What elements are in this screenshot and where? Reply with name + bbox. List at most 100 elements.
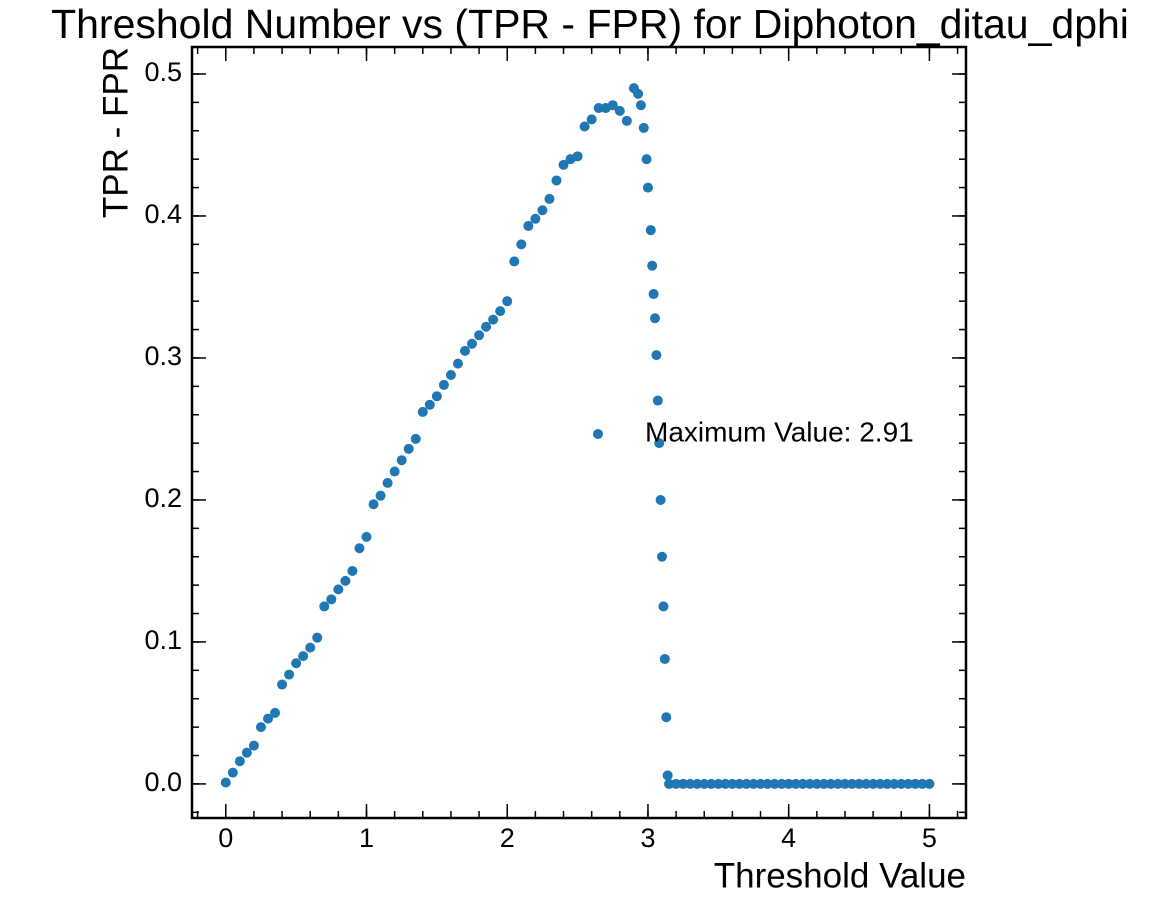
point [445,369,456,380]
point [579,121,590,132]
point [882,778,893,789]
point [481,321,492,332]
point [460,345,471,356]
x-tick-label: 1 [359,823,374,853]
point [368,499,379,510]
point [685,778,696,789]
point [621,115,632,126]
point [298,651,309,662]
point [572,151,583,162]
point [896,778,907,789]
x-axis-label: Threshold Value [714,856,966,895]
point [467,338,478,349]
point [347,565,358,576]
point [375,490,386,501]
point [734,778,745,789]
x-tick-label: 4 [781,823,796,853]
point [642,182,653,193]
y-tick-label: 0.5 [144,57,182,87]
y-tick-label: 0.0 [144,767,182,797]
point [924,778,935,789]
point [658,601,669,612]
y-tick-label: 0.1 [144,625,182,655]
point [438,379,449,390]
point [633,88,644,99]
y-tick-label: 0.2 [144,483,182,513]
point [382,477,393,488]
y-axis-label: TPR - FPR [96,47,135,218]
point [875,778,886,789]
point [417,406,428,417]
point [910,778,921,789]
point [255,722,266,733]
point [333,584,344,595]
point [319,601,330,612]
point [651,350,662,361]
point [312,632,323,643]
point [699,778,710,789]
point [713,778,724,789]
point [551,175,562,186]
point [396,455,407,466]
point [868,778,879,789]
point [607,100,618,111]
point [648,289,659,300]
point [248,740,259,751]
point [340,575,351,586]
y-tick-label: 0.3 [144,341,182,371]
point [488,314,499,325]
x-tick-label: 2 [500,823,515,853]
point [917,778,928,789]
point [277,679,288,690]
point [662,770,673,781]
point [692,778,703,789]
point [790,778,801,789]
x-tick-label: 3 [640,823,655,853]
point [645,225,656,236]
point [659,653,670,664]
point [797,778,808,789]
point [847,778,858,789]
point [706,778,717,789]
point [635,100,646,111]
point [783,778,794,789]
point [403,443,414,454]
point [291,658,302,669]
point [544,193,555,204]
point [727,778,738,789]
point [220,777,231,788]
point [661,712,672,723]
point [854,778,865,789]
point [647,260,658,271]
point [903,778,914,789]
point [474,330,485,341]
point [832,778,843,789]
point [354,543,365,554]
point [586,114,597,125]
point [638,122,649,133]
point [762,778,773,789]
point [769,778,780,789]
legend-label: Maximum Value: 2.91 [645,416,914,447]
point [861,778,872,789]
point [818,778,829,789]
plot-frame [190,45,968,820]
point [234,756,245,767]
point [652,395,663,406]
point [502,296,513,307]
point [671,778,682,789]
point [776,778,787,789]
point [593,103,604,114]
point [811,778,822,789]
point [558,159,569,170]
point [305,642,316,653]
point [825,778,836,789]
point [664,778,675,789]
point [649,313,660,324]
point [678,778,689,789]
point [741,778,752,789]
point [614,105,625,116]
point [262,713,273,724]
